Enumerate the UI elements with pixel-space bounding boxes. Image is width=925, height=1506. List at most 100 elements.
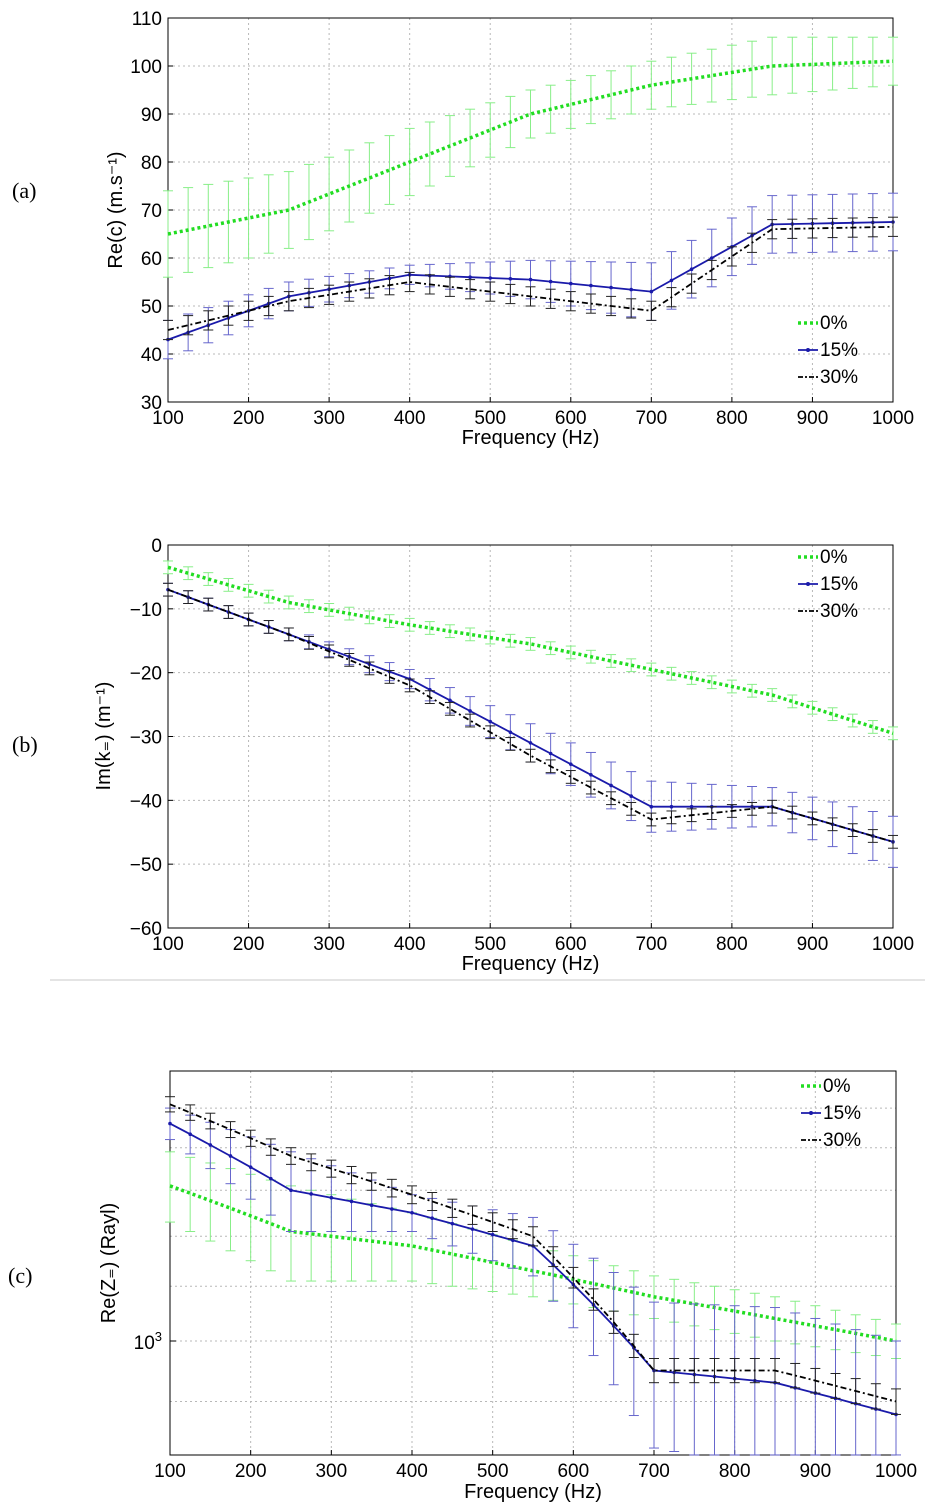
data-point [649,289,654,294]
error-bar [626,658,637,673]
y-tick-label: 40 [141,345,162,366]
data-point [488,719,493,724]
error-bar [585,780,596,795]
data-point [329,1195,334,1200]
error-bar [183,590,194,605]
series-line [167,59,894,236]
y-tick-label: −50 [130,855,162,876]
error-bar [427,1191,438,1212]
error-bar [888,216,898,237]
legend-entry: 30% [798,601,858,622]
series-15pct [163,582,898,868]
data-point [548,279,553,284]
data-point [649,804,654,809]
data-point [548,751,553,756]
error-bar [649,1357,659,1384]
error-bar [870,1383,881,1410]
data-point [448,698,452,703]
error-bar [465,279,476,300]
data-point [369,1203,374,1208]
error-bar [787,694,798,709]
series-30pct [163,216,898,341]
error-bar [185,1156,196,1232]
error-bar [346,1165,357,1185]
error-bar [265,1138,276,1156]
data-point [488,276,493,280]
y-tick-label: 100 [130,57,162,78]
error-bar [606,70,617,120]
legend-entry: 0% [798,547,848,568]
error-bar [606,654,617,668]
series-30pct [163,582,898,849]
legend-label: 15% [820,574,858,595]
error-bar [565,770,576,784]
panel-label: (a) [12,178,36,203]
x-tick-label: 300 [313,934,345,955]
x-tick-label: 700 [635,934,667,955]
error-bar [525,637,536,651]
legend-entry: 0% [798,313,848,334]
data-point [669,278,674,283]
legend-entry: 15% [801,1103,861,1124]
error-bar [891,1388,901,1415]
data-point [309,1192,313,1196]
error-bar [646,300,657,321]
x-tick-label: 700 [638,1461,670,1482]
legend-entry: 15% [798,574,858,595]
error-bar [283,595,294,610]
error-bar [505,283,516,305]
x-tick-label: 600 [557,1461,589,1482]
data-point [528,741,533,745]
series-line [169,1103,897,1403]
error-bar [565,645,576,660]
error-bar [487,1212,498,1232]
data-point [430,1216,434,1220]
x-tick-label: 1000 [872,408,914,429]
legend-entry: 15% [798,340,858,361]
error-bar [867,720,878,734]
data-point [450,1221,455,1226]
error-bar [404,271,415,293]
series-15pct [163,192,898,360]
legend-entry: 30% [798,367,858,388]
data-point [410,1211,414,1215]
error-bar [867,829,878,843]
data-point [528,277,533,282]
y-tick-label: 110 [132,9,162,30]
y-axis-label: Im(k₌) (m⁻¹) [93,682,115,791]
error-bar [324,156,335,232]
error-bar [183,315,194,336]
x-tick-label: 800 [716,934,748,955]
x-tick-label: 900 [799,1461,831,1482]
data-point [390,1207,394,1211]
error-bar [747,40,758,98]
error-bar [528,1226,538,1247]
legend-label: 15% [820,340,858,361]
x-tick-label: 400 [396,1461,428,1482]
data-point [629,794,633,798]
error-bar [747,801,758,816]
error-bar [243,177,254,259]
error-bar [243,300,254,321]
error-bar [203,310,214,331]
x-tick-label: 900 [797,408,829,429]
y-tick-label: −20 [130,664,162,685]
error-bar [223,305,234,326]
error-bar [827,817,838,832]
x-axis-label: Frequency (Hz) [464,1481,602,1503]
error-bar [384,135,395,205]
series-line [167,588,894,843]
error-bar [626,298,637,319]
error-bar [709,1357,720,1384]
series-line [167,565,894,735]
error-bar [424,121,435,187]
data-point [470,1227,475,1231]
legend-label: 30% [820,367,858,388]
panel-label: (c) [8,1263,32,1288]
error-bar [364,610,375,625]
error-bar [444,701,455,716]
x-tick-label: 200 [233,934,265,955]
error-bar [830,1372,841,1399]
error-bar [646,60,657,110]
data-point [589,283,593,288]
